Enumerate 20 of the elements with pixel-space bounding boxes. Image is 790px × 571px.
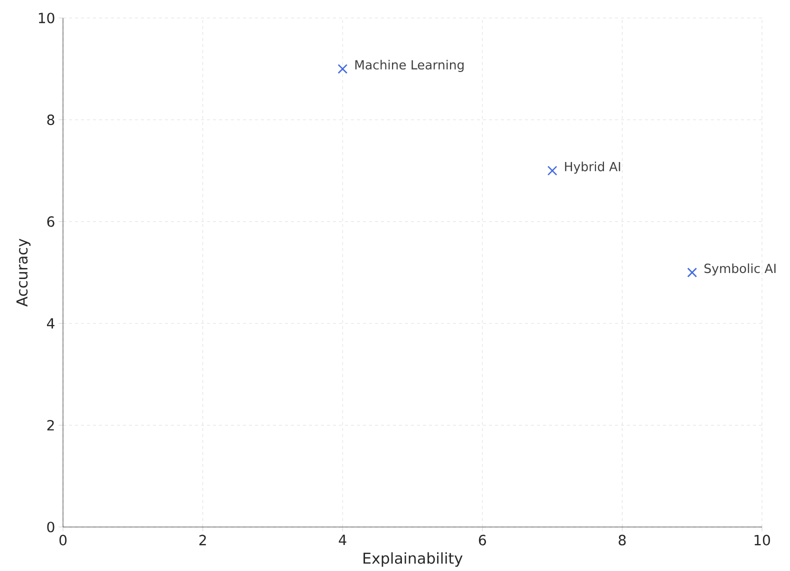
point [687,268,697,278]
x-tick-label: 2 [199,534,206,546]
x-axis-title: Explainability [364,552,463,567]
y-tick-label: 6 [47,216,54,227]
y-tick-label: 0 [47,522,54,532]
y-tick-label: 10 [38,12,54,24]
annotation: Hybrid AI [565,162,620,174]
y-tick-label: 2 [47,420,54,430]
x-tick-label: 8 [618,534,626,546]
y-axis-title: Accuracy [16,238,31,307]
x-tick-label: 4 [338,534,346,546]
x-tick-label: 0 [59,534,67,546]
y-tick-label: 8 [47,114,54,126]
annotation: Symbolic AI [704,263,776,276]
annotation: Machine Learning [355,60,464,72]
x-tick-label: 6 [478,534,486,546]
x-tick-label: 10 [754,534,770,546]
y-tick-label: 4 [46,318,54,328]
point [547,166,558,176]
point [338,64,348,74]
